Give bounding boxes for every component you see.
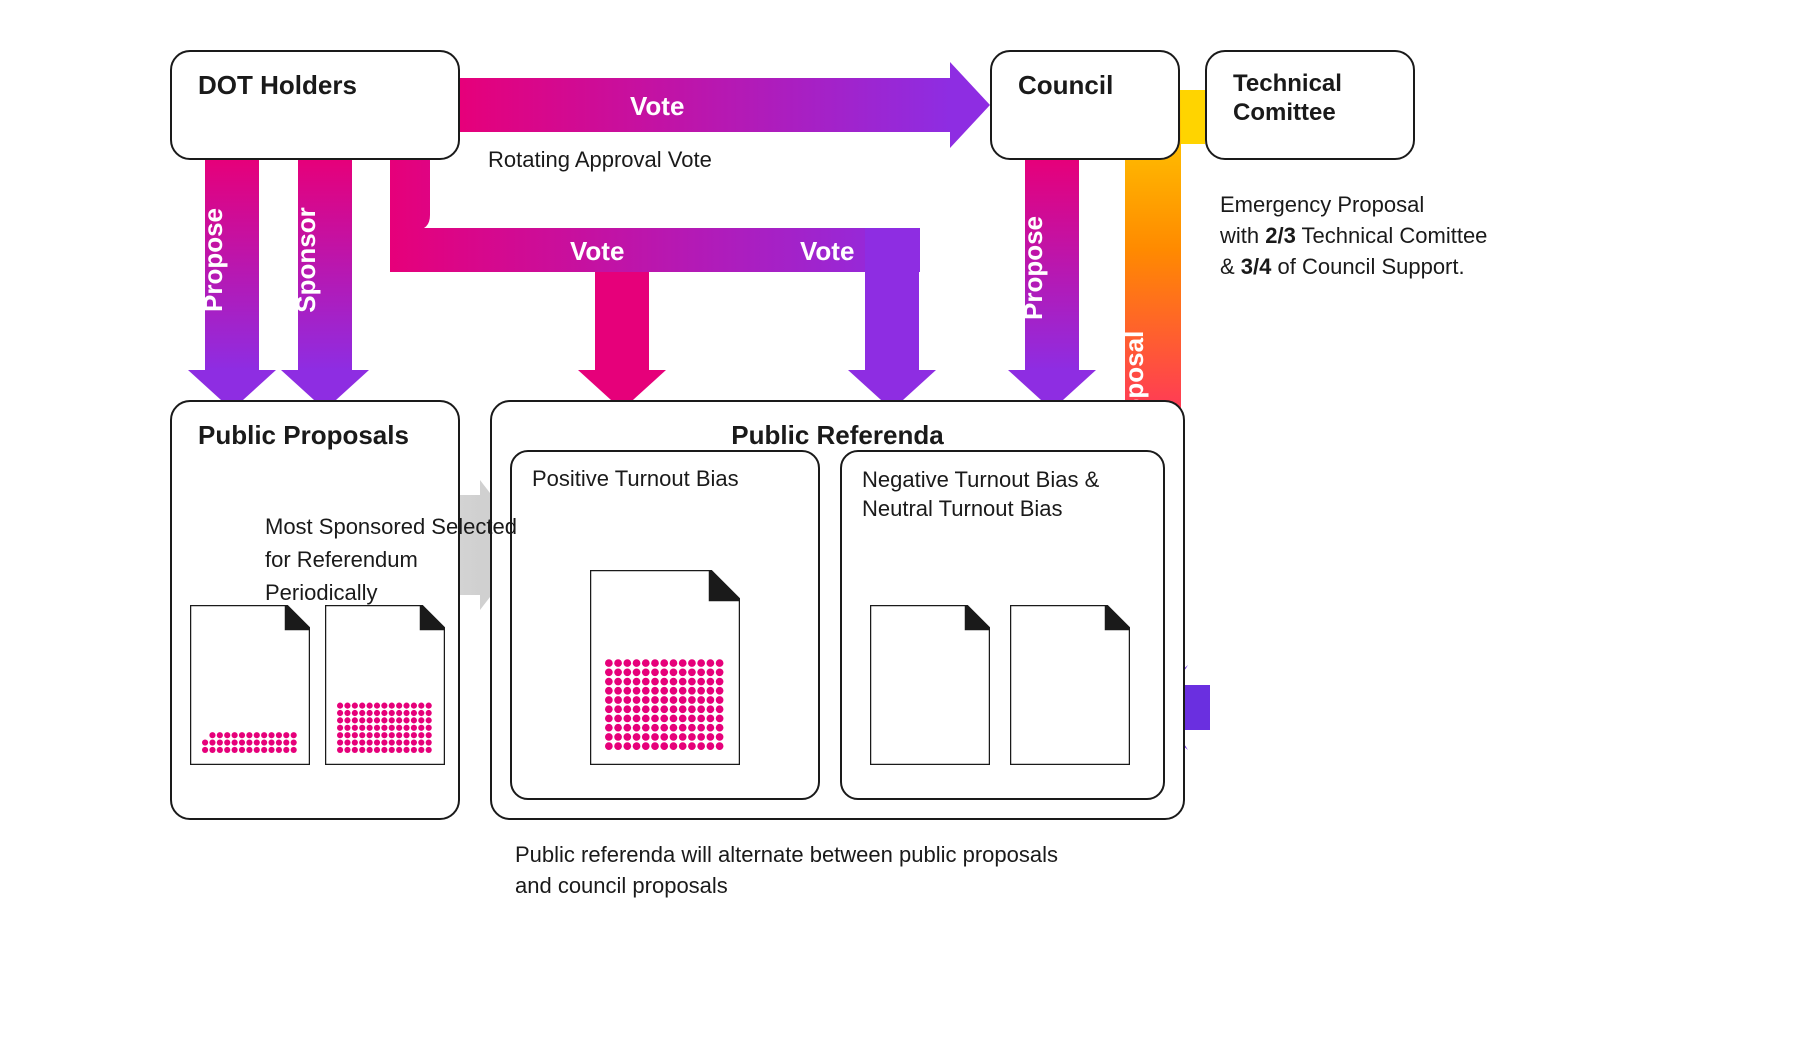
doc-icon-proposal-2 bbox=[325, 605, 445, 765]
arrow-propose: Propose bbox=[188, 160, 276, 410]
arrow-council-propose: Propose bbox=[1008, 160, 1096, 410]
caption-referenda-footer: Public referenda will alternate between … bbox=[515, 840, 1085, 902]
caption-rotating-approval: Rotating Approval Vote bbox=[488, 145, 712, 176]
arrow-vote-top-label: Vote bbox=[630, 91, 684, 121]
node-council-title: Council bbox=[992, 52, 1178, 101]
arrow-vote-left-label: Vote bbox=[570, 236, 624, 266]
node-dot-holders: DOT Holders bbox=[170, 50, 460, 160]
caption-emergency-note: Emergency Proposal with 2/3 Technical Co… bbox=[1220, 190, 1540, 282]
node-technical-committee: Technical Comittee bbox=[1205, 50, 1415, 160]
doc-icon-negative-2 bbox=[1010, 605, 1130, 765]
arrow-vote-right-label: Vote bbox=[800, 236, 854, 266]
doc-icon-positive bbox=[590, 570, 740, 765]
node-technical-committee-title: Technical Comittee bbox=[1207, 52, 1413, 128]
node-council: Council bbox=[990, 50, 1180, 160]
arrow-sponsor-label: Sponsor bbox=[291, 207, 321, 312]
doc-icon-proposal-1 bbox=[190, 605, 310, 765]
node-public-proposals-title: Public Proposals bbox=[172, 402, 458, 451]
node-dot-holders-title: DOT Holders bbox=[172, 52, 458, 101]
governance-diagram: Vote Propose Sponsor Vote Vote bbox=[170, 50, 1670, 1000]
arrow-vote-fork: Vote Vote bbox=[390, 160, 936, 410]
caption-most-sponsored: Most Sponsored Selected for Referendum P… bbox=[265, 510, 525, 609]
doc-icon-negative-1 bbox=[870, 605, 990, 765]
arrow-vote-top: Vote bbox=[460, 62, 990, 148]
arrow-propose-label: Propose bbox=[198, 208, 228, 312]
subbox-negative-bias-title: Negative Turnout Bias & Neutral Turnout … bbox=[842, 452, 1163, 537]
arrow-sponsor: Sponsor bbox=[281, 160, 369, 410]
subbox-positive-bias-title: Positive Turnout Bias bbox=[512, 452, 818, 506]
node-public-referenda-title: Public Referenda bbox=[492, 402, 1183, 451]
arrow-council-propose-label: Propose bbox=[1018, 216, 1048, 320]
